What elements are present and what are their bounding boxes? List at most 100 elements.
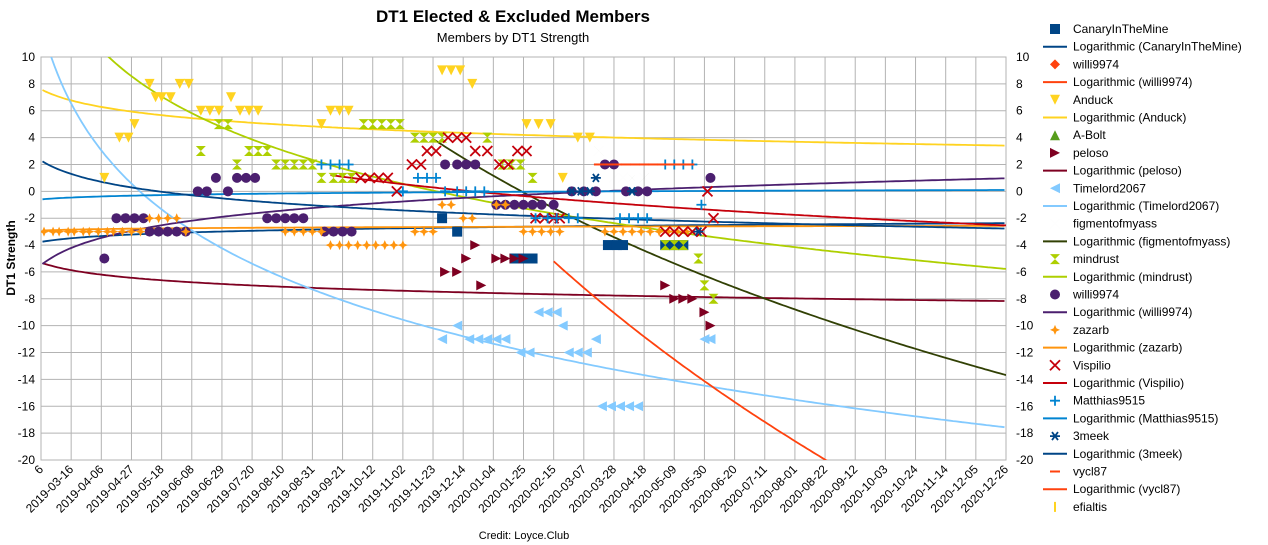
legend-label: vycl87 [1073, 465, 1107, 479]
legend-entry: Logarithmic (Matthias9515) [1043, 411, 1218, 425]
data-point [271, 213, 282, 224]
data-point [618, 172, 629, 183]
legend-marker-swatch [1050, 431, 1060, 441]
data-point [533, 307, 544, 318]
data-point [633, 213, 644, 224]
data-point [668, 225, 680, 238]
data-point [428, 226, 439, 237]
data-point [235, 105, 246, 116]
data-point [253, 105, 264, 116]
data-point [470, 159, 481, 170]
data-point [162, 226, 173, 237]
data-point [171, 226, 182, 237]
data-point [343, 240, 354, 251]
data-point [705, 320, 716, 331]
data-point [428, 132, 439, 143]
data-point [352, 240, 363, 251]
data-point [509, 199, 520, 210]
data-point [461, 186, 472, 197]
data-point [213, 119, 224, 130]
trendline [42, 262, 1005, 302]
data-point [593, 146, 604, 157]
legend-entry: figmentofmyass [1050, 217, 1157, 231]
data-point [144, 78, 155, 89]
legend-marker-swatch [1050, 218, 1060, 229]
data-point [280, 159, 291, 170]
series-group [41, 57, 1006, 460]
legend-marker-swatch [1050, 183, 1060, 194]
legend-marker-swatch [1050, 94, 1060, 105]
data-point [566, 186, 577, 196]
legend-marker-swatch [1050, 130, 1060, 141]
y-axis-label: DT1 Strength [4, 220, 18, 295]
data-point [376, 119, 387, 130]
data-point [93, 226, 104, 237]
data-point [153, 213, 164, 224]
data-point [705, 172, 716, 183]
trendline [42, 189, 1005, 201]
y-tick-label-right: -16 [1016, 399, 1034, 413]
legend-label: Logarithmic (Timelord2067) [1073, 199, 1219, 213]
data-point [648, 240, 659, 251]
data-point [63, 226, 74, 237]
legend-label: Logarithmic (Matthias9515) [1073, 411, 1218, 425]
data-point [144, 213, 155, 224]
data-point [409, 226, 420, 237]
data-point [334, 159, 345, 170]
data-point [192, 186, 203, 197]
data-point [515, 159, 526, 170]
legend-entry: Matthias9515 [1050, 394, 1145, 408]
y-tick-label-left: 10 [22, 50, 36, 64]
data-point [621, 186, 632, 197]
data-point [138, 213, 149, 224]
data-point [659, 225, 671, 238]
data-point [446, 199, 457, 210]
legend-entry: Anduck [1050, 93, 1114, 107]
data-point [511, 145, 524, 157]
data-point [382, 172, 394, 184]
data-point [129, 119, 140, 130]
data-point [624, 401, 635, 412]
data-point [520, 145, 533, 157]
data-point [687, 293, 698, 304]
data-point [470, 186, 481, 197]
data-point [180, 226, 191, 237]
data-point [99, 253, 110, 264]
data-point [500, 334, 511, 345]
y-tick-label-right: -14 [1016, 372, 1034, 386]
legend-label: Logarithmic (vycl87) [1073, 482, 1180, 496]
y-tick-label-left: 4 [28, 131, 35, 145]
data-point [575, 186, 586, 196]
legend-marker-swatch [1049, 359, 1061, 371]
data-point [334, 105, 345, 116]
data-point [325, 159, 336, 170]
legend-entry: Logarithmic (peloso) [1043, 164, 1182, 178]
y-tick-label-left: 8 [28, 77, 35, 91]
data-point [642, 186, 653, 197]
legend-entry: Logarithmic (zazarb) [1043, 341, 1182, 355]
data-point [391, 185, 403, 197]
data-point [280, 213, 291, 224]
y-tick-label-right: 0 [1016, 184, 1023, 198]
series-markers [41, 199, 692, 251]
y-tick-label-left: 2 [28, 157, 35, 171]
data-point [84, 226, 95, 237]
data-point [452, 159, 463, 170]
data-point [624, 213, 635, 224]
data-point [500, 253, 511, 264]
data-point [373, 172, 385, 184]
data-point [572, 347, 583, 358]
legend-entry: peloso [1050, 146, 1109, 160]
legend-entry: Logarithmic (Timelord2067) [1043, 199, 1219, 213]
y-tick-label-left: -6 [24, 265, 35, 279]
data-point [633, 186, 644, 197]
legend-entry: Logarithmic (vycl87) [1043, 482, 1180, 496]
data-point [262, 213, 273, 224]
plot-area: 10 10 8 8 6 6 4 4 2 2 0 0 -2 -2 -4 -4 -6 -6 -8 -8 -10 -10 -12 -… [18, 50, 1034, 516]
data-point [328, 172, 339, 183]
y-tick-label-left: 6 [28, 104, 35, 118]
data-point [669, 293, 680, 304]
data-point [545, 226, 556, 237]
legend-label: Logarithmic (peloso) [1073, 164, 1182, 178]
